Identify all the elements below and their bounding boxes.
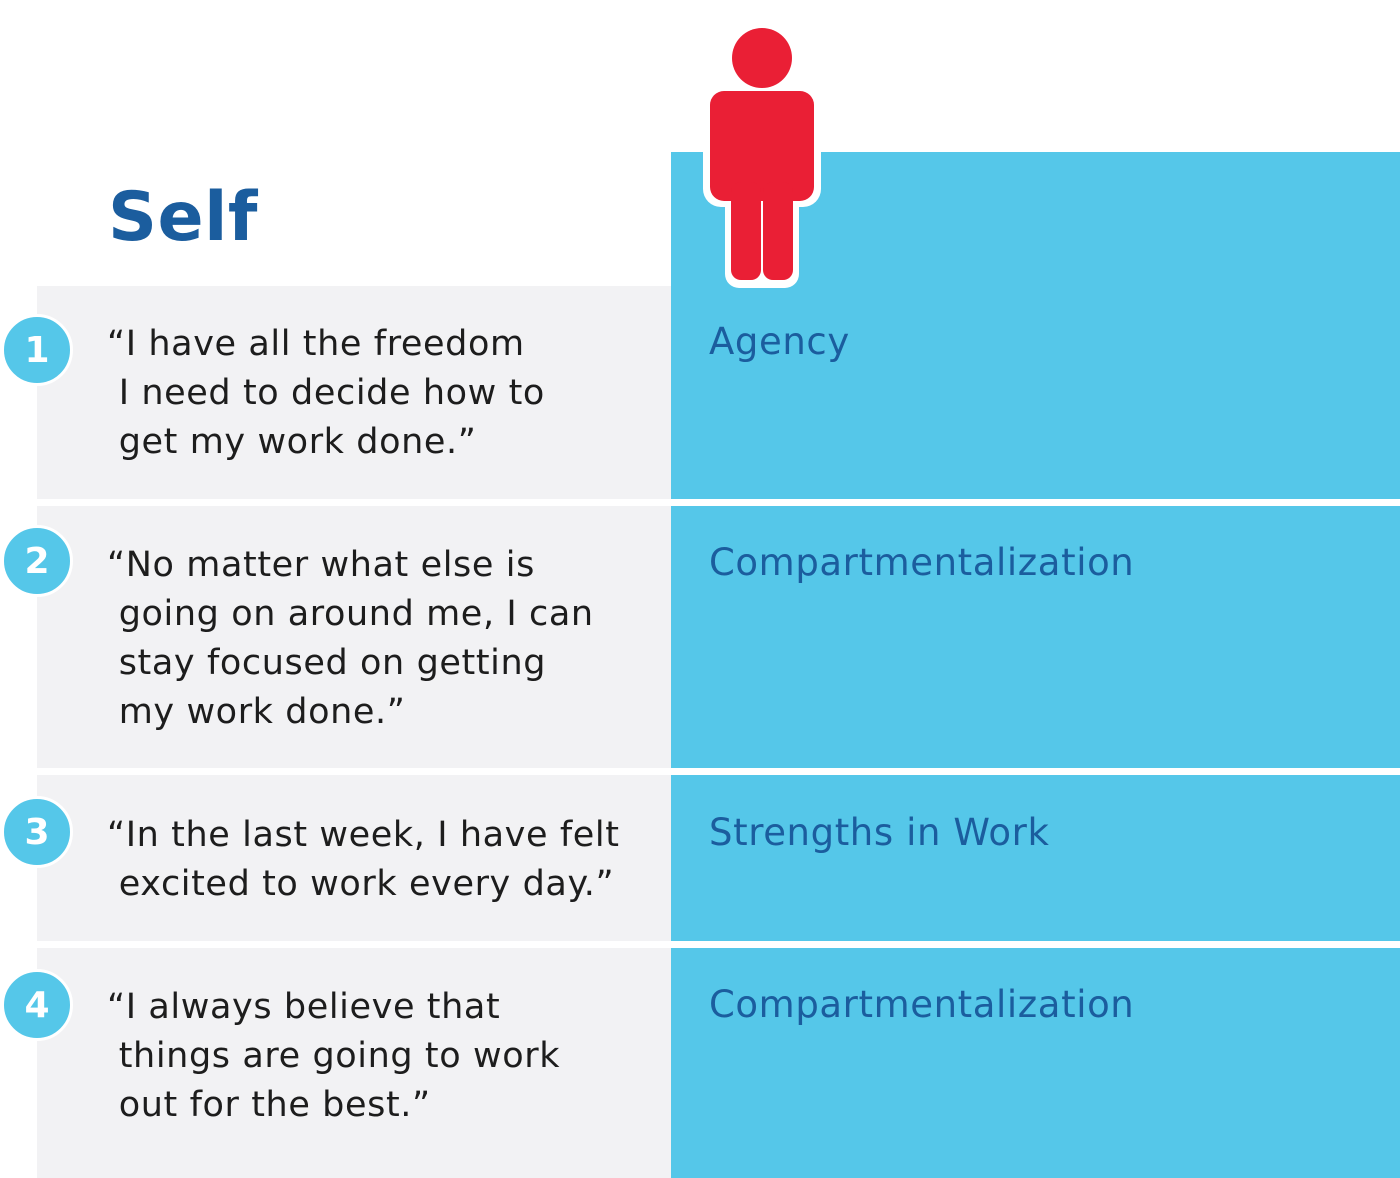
quote-text: “I have all the freedom I need to decide… <box>107 324 545 462</box>
list-item: 4 “I always believe that things are goin… <box>1 948 1400 1178</box>
category-panel <box>671 948 1400 1178</box>
row-divider <box>37 768 1400 775</box>
category-panel <box>671 775 1400 941</box>
row-divider <box>37 499 1400 506</box>
quote-panel <box>37 286 671 499</box>
page-title: Self <box>108 178 258 257</box>
person-icon <box>703 24 821 288</box>
list-item: 2 “No matter what else is going on aroun… <box>1 506 1400 768</box>
number-badge: 2 <box>1 525 73 597</box>
category-panel <box>671 506 1400 768</box>
quote-text: “No matter what else is going on around … <box>107 545 594 732</box>
number-badge: 3 <box>1 796 73 868</box>
quote-panel <box>37 775 671 941</box>
quote-panel <box>37 506 671 768</box>
category-label: Strengths in Work <box>709 811 1050 854</box>
row-divider <box>37 941 1400 948</box>
quote-text: “In the last week, I have felt excited t… <box>107 815 620 904</box>
category-label: Agency <box>709 320 850 363</box>
category-panel <box>671 286 1400 499</box>
category-label: Compartmentalization <box>709 983 1135 1026</box>
quote-panel <box>37 948 671 1178</box>
quote-text: “I always believe that things are going … <box>107 987 561 1125</box>
number-badge: 1 <box>1 314 73 386</box>
category-label: Compartmentalization <box>709 541 1135 584</box>
list-item: 1 “I have all the freedom I need to deci… <box>1 286 1400 499</box>
list-item: 3 “In the last week, I have felt excited… <box>1 775 1400 941</box>
number-badge: 4 <box>1 969 73 1041</box>
